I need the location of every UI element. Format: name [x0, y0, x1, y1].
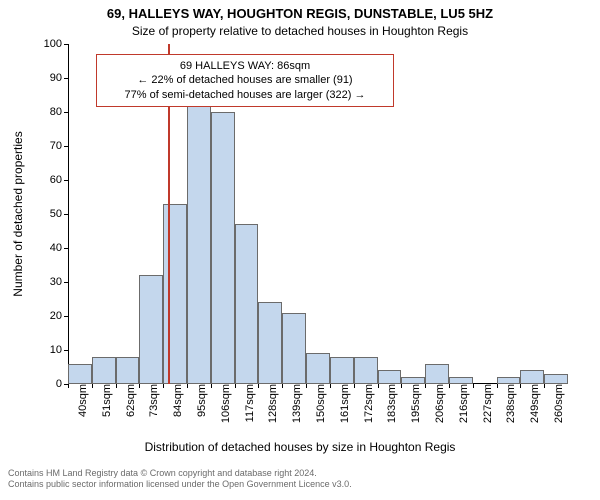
xtick-label: 51sqm — [95, 384, 113, 417]
xtick-mark — [139, 384, 140, 388]
histogram-bar — [258, 302, 282, 384]
xtick-mark — [354, 384, 355, 388]
xtick-mark — [449, 384, 450, 388]
xtick-mark — [258, 384, 259, 388]
ytick-label: 20 — [50, 310, 68, 322]
annotation-line2: ← 22% of detached houses are smaller (91… — [105, 73, 385, 87]
xtick-label: 195sqm — [404, 384, 422, 423]
annotation-line1: 69 HALLEYS WAY: 86sqm — [105, 59, 385, 73]
ytick-label: 40 — [50, 242, 68, 254]
xtick-mark — [211, 384, 212, 388]
xtick-mark — [497, 384, 498, 388]
xtick-label: 128sqm — [261, 384, 279, 423]
xtick-mark — [68, 384, 69, 388]
histogram-bar — [378, 370, 402, 384]
xtick-label: 150sqm — [309, 384, 327, 423]
xtick-mark — [544, 384, 545, 388]
xtick-label: 62sqm — [119, 384, 137, 417]
footer-line2: Contains public sector information licen… — [8, 479, 352, 490]
xtick-mark — [330, 384, 331, 388]
ytick-label: 50 — [50, 208, 68, 220]
xtick-mark — [378, 384, 379, 388]
histogram-bar — [116, 357, 140, 384]
xtick-label: 84sqm — [166, 384, 184, 417]
xtick-label: 117sqm — [238, 384, 256, 422]
xtick-label: 260sqm — [547, 384, 565, 423]
ytick-label: 30 — [50, 276, 68, 288]
xtick-label: 106sqm — [214, 384, 232, 423]
x-axis-label: Distribution of detached houses by size … — [0, 440, 600, 454]
marker-annotation: 69 HALLEYS WAY: 86sqm ← 22% of detached … — [96, 54, 394, 107]
histogram-bar — [68, 364, 92, 384]
histogram-bar — [497, 377, 521, 384]
ytick-label: 70 — [50, 140, 68, 152]
histogram-bar — [449, 377, 473, 384]
xtick-label: 73sqm — [142, 384, 160, 417]
histogram-bar — [211, 112, 235, 384]
chart-title: 69, HALLEYS WAY, HOUGHTON REGIS, DUNSTAB… — [0, 6, 600, 21]
xtick-label: 161sqm — [333, 384, 351, 423]
xtick-label: 172sqm — [357, 384, 375, 423]
histogram-bar — [425, 364, 449, 384]
footer-attribution: Contains HM Land Registry data © Crown c… — [8, 468, 352, 491]
xtick-mark — [282, 384, 283, 388]
xtick-mark — [401, 384, 402, 388]
xtick-label: 139sqm — [285, 384, 303, 423]
annotation-line3: 77% of semi-detached houses are larger (… — [105, 88, 385, 102]
histogram-bar — [92, 357, 116, 384]
histogram-bar — [354, 357, 378, 384]
xtick-mark — [92, 384, 93, 388]
footer-line1: Contains HM Land Registry data © Crown c… — [8, 468, 352, 479]
ytick-label: 10 — [50, 344, 68, 356]
histogram-bar — [235, 224, 259, 384]
xtick-mark — [425, 384, 426, 388]
xtick-label: 95sqm — [190, 384, 208, 417]
histogram-bar — [139, 275, 163, 384]
histogram-bar — [401, 377, 425, 384]
histogram-bar — [330, 357, 354, 384]
xtick-mark — [473, 384, 474, 388]
ytick-label: 90 — [50, 72, 68, 84]
xtick-mark — [116, 384, 117, 388]
xtick-label: 40sqm — [71, 384, 89, 417]
xtick-mark — [306, 384, 307, 388]
xtick-mark — [163, 384, 164, 388]
ytick-label: 100 — [44, 38, 68, 50]
xtick-label: 206sqm — [428, 384, 446, 423]
chart-subtitle: Size of property relative to detached ho… — [0, 24, 600, 38]
ytick-label: 0 — [56, 378, 68, 390]
histogram-bar — [187, 105, 211, 384]
ytick-label: 80 — [50, 106, 68, 118]
histogram-bar — [306, 353, 330, 384]
xtick-label: 183sqm — [380, 384, 398, 423]
histogram-bar — [520, 370, 544, 384]
histogram-bar — [544, 374, 568, 384]
xtick-mark — [187, 384, 188, 388]
xtick-label: 249sqm — [523, 384, 541, 423]
histogram-bar — [282, 313, 306, 384]
xtick-mark — [520, 384, 521, 388]
y-axis-line — [68, 44, 69, 384]
xtick-label: 238sqm — [499, 384, 517, 423]
xtick-label: 227sqm — [476, 384, 494, 423]
ytick-label: 60 — [50, 174, 68, 186]
y-axis-label: Number of detached properties — [11, 131, 25, 296]
xtick-label: 216sqm — [452, 384, 470, 423]
xtick-mark — [235, 384, 236, 388]
